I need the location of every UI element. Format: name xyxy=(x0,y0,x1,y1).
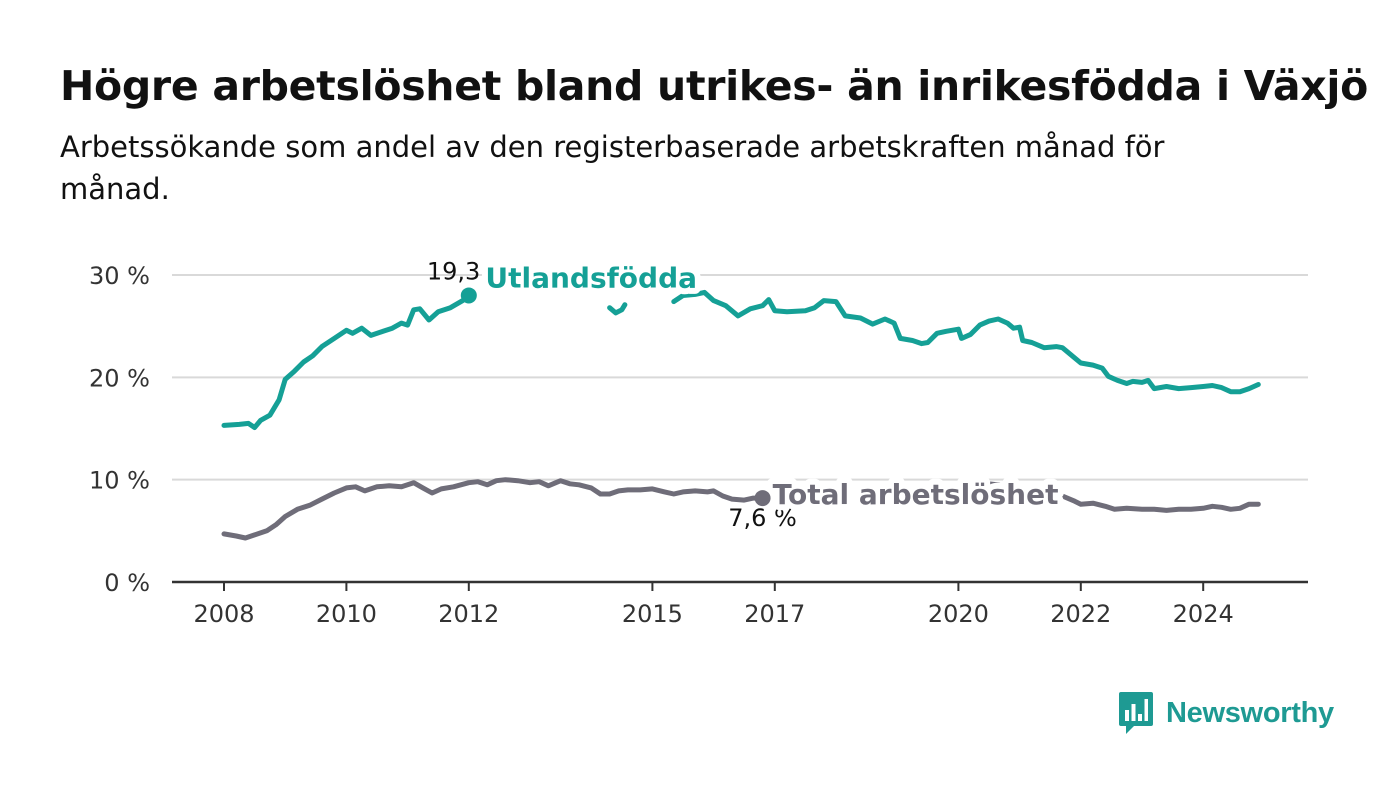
y-tick-label: 10 % xyxy=(89,467,150,495)
y-tick-label: 0 % xyxy=(104,569,150,597)
end-value-label: 19,3 % xyxy=(427,257,511,285)
series-label-halo: Total arbetslöshet xyxy=(773,478,1059,511)
total-line xyxy=(1050,490,1261,513)
total-line xyxy=(221,477,766,541)
y-tick-label: 30 % xyxy=(89,262,150,290)
utlandsfodda-line xyxy=(221,293,472,430)
x-tick-label: 2010 xyxy=(316,600,377,628)
series-label-halo: Utlandsfödda xyxy=(485,261,697,294)
brand-name: Newsworthy xyxy=(1166,696,1334,729)
end-value-label: 7,6 % xyxy=(728,504,797,532)
utlandsfodda-line xyxy=(671,289,1261,395)
chart-title: Högre arbetslöshet bland utrikes- än inr… xyxy=(60,62,1368,110)
x-tick-label: 2020 xyxy=(928,600,989,628)
newsworthy-logo-icon xyxy=(1119,692,1153,734)
total-label: Total arbetslöshet xyxy=(773,478,1059,511)
x-tick-label: 2008 xyxy=(193,600,254,628)
x-tick-label: 2017 xyxy=(744,600,805,628)
y-tick-label: 20 % xyxy=(89,364,150,392)
utlandsfodda-label: Utlandsfödda xyxy=(485,261,697,294)
x-tick-label: 2012 xyxy=(438,600,499,628)
x-tick-label: 2015 xyxy=(622,600,683,628)
end-point-marker xyxy=(460,287,477,304)
x-tick-label: 2024 xyxy=(1173,600,1234,628)
newsworthy-logo: Newsworthy xyxy=(1118,690,1334,736)
series-labels: 19,3 %7,6 %UtlandsföddaUtlandsföddaTotal… xyxy=(427,255,1065,532)
series-lines xyxy=(221,287,1261,541)
x-tick-label: 2022 xyxy=(1050,600,1111,628)
utlandsfodda-line xyxy=(607,302,628,316)
gridlines xyxy=(172,274,1308,481)
x-axis: 2008 2010 2012 2015 2017 2020 2022 2024 xyxy=(172,580,1308,628)
y-axis-labels: 0 % 10 % 20 % 30 % xyxy=(89,262,150,597)
chart-subtitle: Arbetssökande som andel av den registerb… xyxy=(60,130,1165,206)
end-point-marker xyxy=(754,490,771,507)
total-line xyxy=(977,481,1032,494)
